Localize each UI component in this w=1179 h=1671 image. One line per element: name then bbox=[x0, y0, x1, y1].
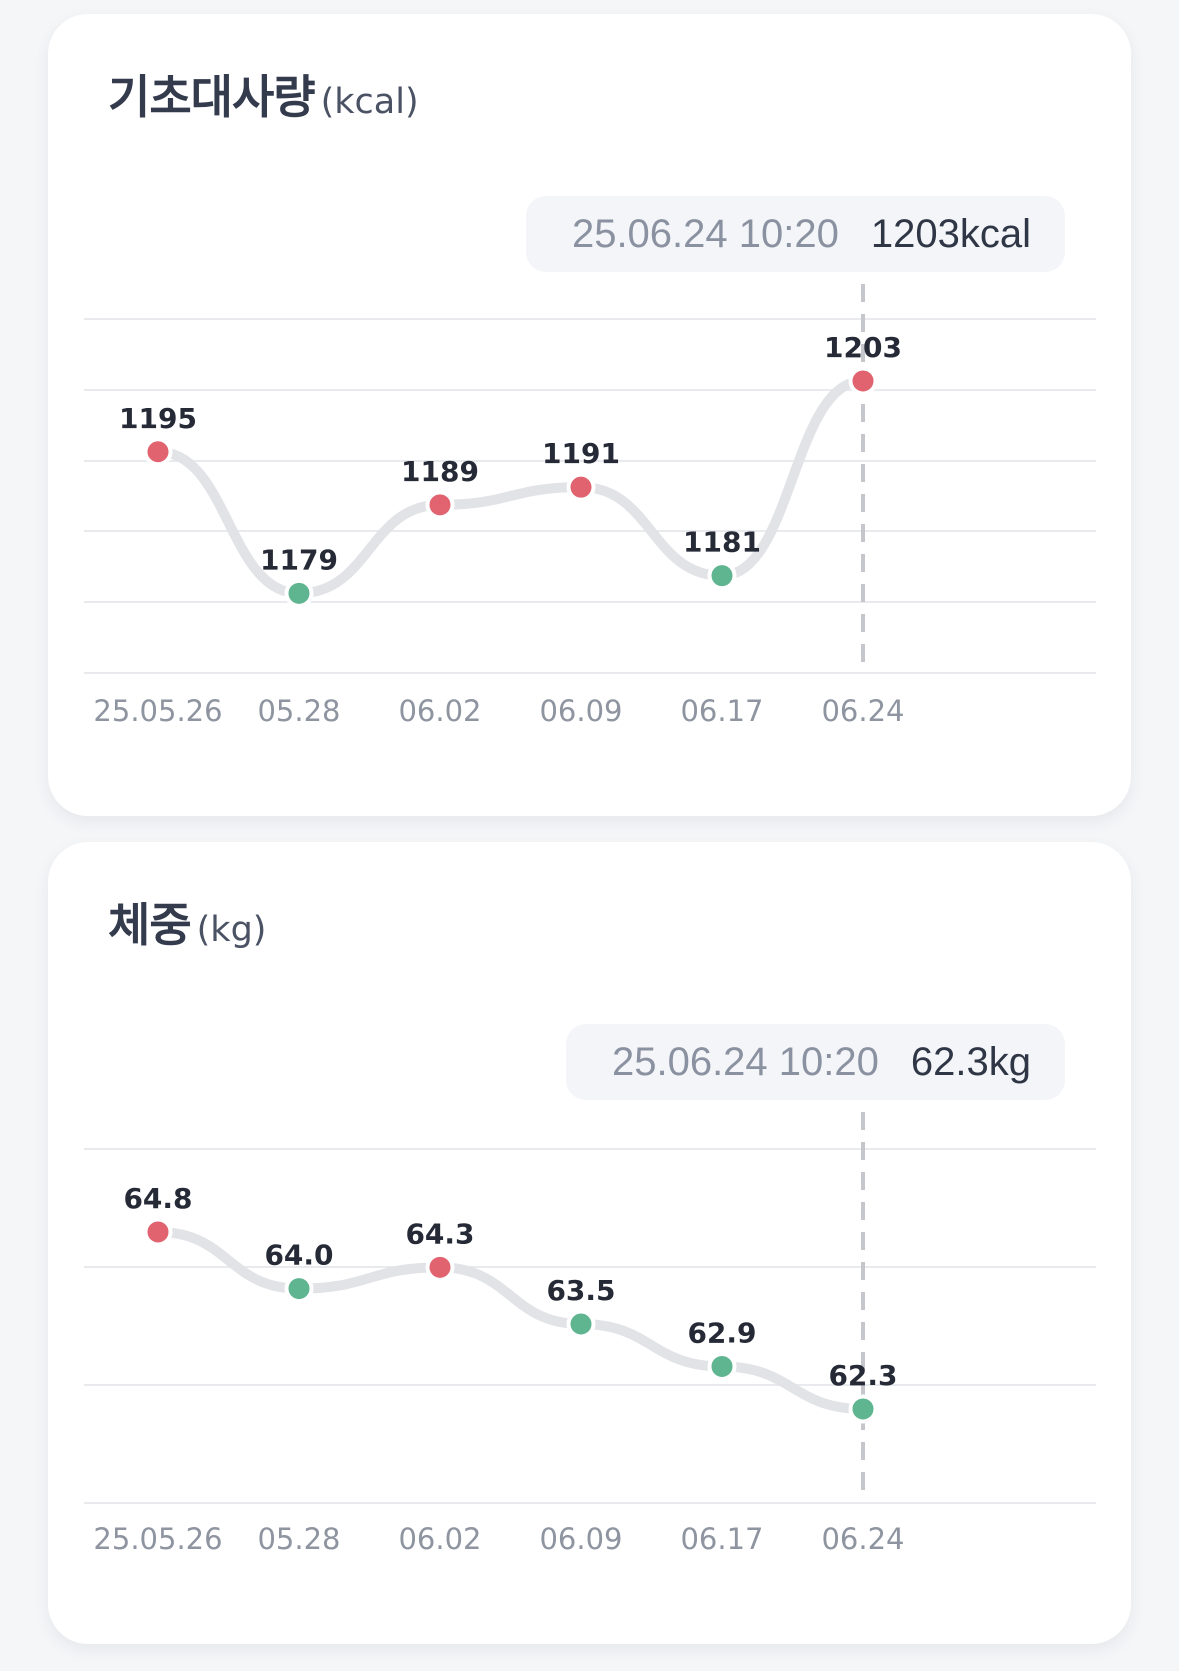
bmr-data-point[interactable] bbox=[707, 561, 737, 591]
bmr-x-tick-label: 25.05.26 bbox=[93, 694, 222, 728]
bmr-x-tick-label: 06.17 bbox=[680, 694, 763, 728]
weight-data-label: 62.3 bbox=[828, 1359, 897, 1392]
bmr-x-tick-label: 06.09 bbox=[539, 694, 622, 728]
weight-data-label: 63.5 bbox=[546, 1274, 615, 1307]
weight-data-point[interactable] bbox=[848, 1394, 878, 1424]
weight-card: 체중 (kg) 64.8 25.05.26 64.0 05.28 64.3 06.02 63.… bbox=[48, 842, 1131, 1644]
weight-x-tick-label: 05.28 bbox=[257, 1522, 340, 1556]
bmr-data-label: 1195 bbox=[119, 402, 197, 435]
bmr-data-point[interactable] bbox=[143, 437, 173, 467]
bmr-data-point[interactable] bbox=[848, 366, 878, 396]
bmr-data-point[interactable] bbox=[566, 472, 596, 502]
weight-x-tick-label: 06.09 bbox=[539, 1522, 622, 1556]
weight-tooltip-date: 25.06.24 10:20 bbox=[611, 1039, 879, 1084]
bmr-title-unit: (kcal) bbox=[320, 82, 419, 122]
weight-data-label: 64.8 bbox=[123, 1182, 192, 1215]
bmr-x-tick-label: 06.02 bbox=[398, 694, 481, 728]
bmr-series-line bbox=[153, 375, 868, 599]
bmr-tooltip: 25.06.24 10:20 1203kcal bbox=[525, 196, 1065, 272]
weight-data-label: 64.3 bbox=[405, 1217, 474, 1250]
weight-data-point[interactable] bbox=[425, 1252, 455, 1282]
weight-data-point[interactable] bbox=[707, 1351, 737, 1381]
weight-x-tick-label: 25.05.26 bbox=[93, 1522, 222, 1556]
weight-tooltip: 25.06.24 10:20 62.3kg bbox=[565, 1024, 1065, 1100]
weight-x-tick-label: 06.02 bbox=[398, 1522, 481, 1556]
weight-data-point[interactable] bbox=[566, 1309, 596, 1339]
weight-title: 체중 (kg) bbox=[108, 902, 266, 948]
bmr-data-label: 1203 bbox=[824, 331, 902, 364]
bmr-chart[interactable]: 1195 25.05.26 1179 05.28 1189 06.02 1191 06.09 1… bbox=[48, 14, 1131, 816]
weight-series-line bbox=[153, 1226, 868, 1414]
bmr-data-label: 1191 bbox=[542, 437, 620, 470]
bmr-title-text: 기초대사량 bbox=[108, 70, 316, 124]
weight-data-label: 62.9 bbox=[687, 1316, 756, 1349]
bmr-data-point[interactable] bbox=[425, 490, 455, 520]
weight-chart[interactable]: 64.8 25.05.26 64.0 05.28 64.3 06.02 63.5 06.09 6… bbox=[48, 842, 1131, 1644]
weight-data-point[interactable] bbox=[143, 1217, 173, 1247]
bmr-data-label: 1189 bbox=[401, 455, 479, 488]
weight-tooltip-value: 62.3kg bbox=[910, 1039, 1031, 1084]
weight-title-unit: (kg) bbox=[196, 910, 267, 950]
bmr-tooltip-date: 25.06.24 10:20 bbox=[571, 211, 839, 256]
bmr-data-label: 1181 bbox=[683, 526, 761, 559]
weight-x-tick-label: 06.24 bbox=[821, 1522, 904, 1556]
bmr-data-point[interactable] bbox=[284, 578, 314, 608]
weight-title-text: 체중 bbox=[108, 898, 192, 952]
weight-data-point[interactable] bbox=[284, 1274, 314, 1304]
weight-data-label: 64.0 bbox=[264, 1239, 333, 1272]
weight-x-tick-label: 06.17 bbox=[680, 1522, 763, 1556]
bmr-x-tick-label: 05.28 bbox=[257, 694, 340, 728]
bmr-x-tick-label: 06.24 bbox=[821, 694, 904, 728]
bmr-title: 기초대사량 (kcal) bbox=[108, 74, 419, 120]
bmr-tooltip-value: 1203kcal bbox=[870, 211, 1031, 256]
bmr-data-label: 1179 bbox=[260, 543, 338, 576]
bmr-card: 기초대사량 (kcal) 1195 25.05.26 1179 05.28 1189 06.… bbox=[48, 14, 1131, 816]
